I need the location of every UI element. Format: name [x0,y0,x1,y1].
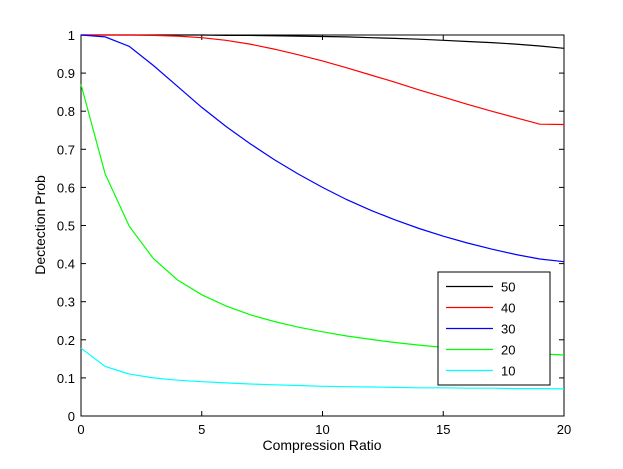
x-tick-label: 20 [557,422,571,437]
legend: 50 40 30 20 10 [437,271,551,386]
y-tick-label: 1 [68,28,75,43]
x-tick-label: 15 [436,422,450,437]
series-line-50 [81,34,565,49]
y-tick-label: 0.8 [57,104,75,119]
y-tick-label: 0.6 [57,180,75,195]
y-tick-label: 0.5 [57,219,75,234]
x-axis-label: Compression Ratio [262,437,381,453]
axis-ticks: 0 5 10 15 20 0 0.1 0.2 0.3 0.4 0.5 0.6 0.7 0.8 0.9 1 [57,28,571,437]
legend-entry-30: 30 [501,322,515,337]
legend-entry-40: 40 [501,301,515,316]
y-tick-label: 0.2 [57,333,75,348]
y-tick-label: 0.3 [57,295,75,310]
x-tick-label: 10 [315,422,329,437]
series-line-10 [80,347,565,390]
y-axis-label: Dectection Prob [32,175,48,275]
y-tick-label: 0.4 [57,257,75,272]
y-tick-label: 0.1 [57,371,75,386]
legend-entry-20: 20 [501,343,515,358]
y-tick-label: 0.9 [57,66,75,81]
y-tick-label: 0 [68,409,75,424]
series-line-30 [80,34,565,263]
legend-entry-50: 50 [501,280,515,295]
legend-entry-10: 10 [501,364,515,379]
x-tick-label: 0 [77,422,84,437]
x-tick-label: 5 [198,422,205,437]
series-lines [80,34,565,390]
series-line-40 [81,34,565,126]
y-tick-label: 0.7 [57,142,75,157]
